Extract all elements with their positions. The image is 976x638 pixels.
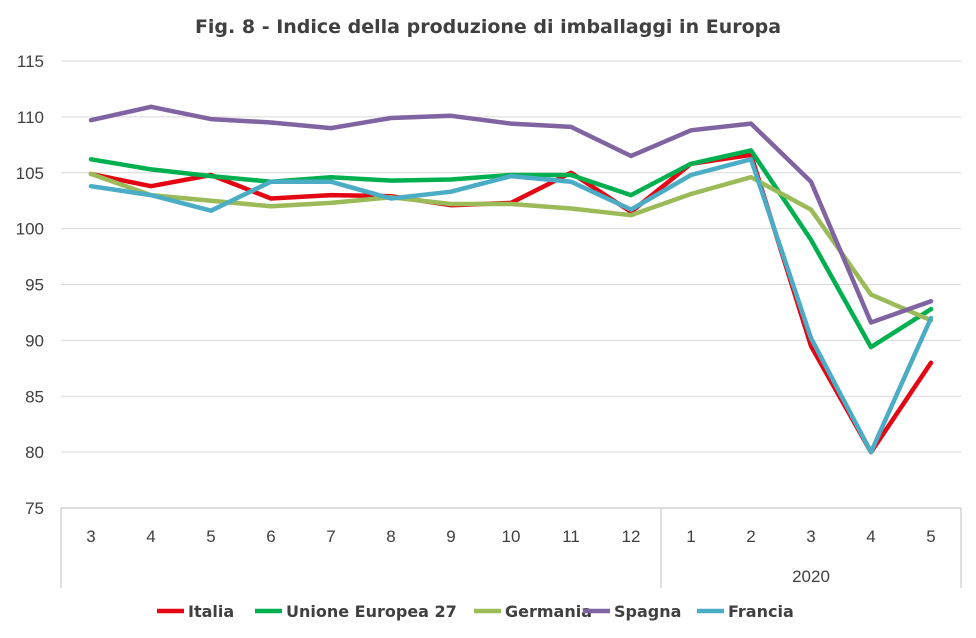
x-tick-label: 1 — [686, 527, 695, 546]
legend-label-spagna: Spagna — [614, 602, 681, 621]
series-line-germania — [88, 171, 934, 323]
legend-label-germania: Germania — [505, 602, 592, 621]
y-axis: 75 80 85 90 95 100 105 110 115 — [16, 52, 44, 518]
series-line-spagna — [88, 104, 934, 325]
y-tick-label: 95 — [25, 276, 44, 295]
x-group-label: 2020 — [792, 567, 830, 586]
x-tick-label: 5 — [926, 527, 935, 546]
x-tick-label: 8 — [386, 527, 395, 546]
x-tick-label: 9 — [446, 527, 455, 546]
series-lines — [88, 104, 934, 455]
x-tick-label: 7 — [326, 527, 335, 546]
x-tick-label: 2 — [746, 527, 755, 546]
legend-label-unione-europea-27: Unione Europea 27 — [286, 602, 457, 621]
x-tick-label: 6 — [266, 527, 275, 546]
x-tick-label: 4 — [866, 527, 875, 546]
x-tick-label: 11 — [562, 527, 580, 546]
y-tick-label: 75 — [25, 499, 44, 518]
x-tick-label: 5 — [206, 527, 215, 546]
legend-label-francia: Francia — [728, 602, 794, 621]
legend: Italia Unione Europea 27 Germania Spagna Fra… — [157, 602, 794, 621]
series-line-francia — [88, 157, 934, 455]
y-tick-label: 90 — [25, 331, 44, 350]
y-tick-label: 110 — [17, 108, 44, 127]
y-tick-label: 85 — [25, 387, 44, 406]
grid — [61, 60, 961, 509]
x-tick-label: 3 — [806, 527, 815, 546]
chart-title: Fig. 8 - Indice della produzione di imba… — [195, 16, 781, 38]
y-tick-label: 115 — [17, 52, 44, 71]
x-tick-label: 3 — [86, 527, 95, 546]
x-tick-label: 4 — [146, 527, 155, 546]
x-tick-label: 12 — [622, 527, 641, 546]
y-tick-label: 105 — [16, 164, 44, 183]
legend-label-italia: Italia — [188, 602, 234, 621]
x-tick-label: 10 — [502, 527, 521, 546]
y-tick-label: 100 — [16, 220, 44, 239]
y-tick-label: 80 — [25, 443, 44, 462]
